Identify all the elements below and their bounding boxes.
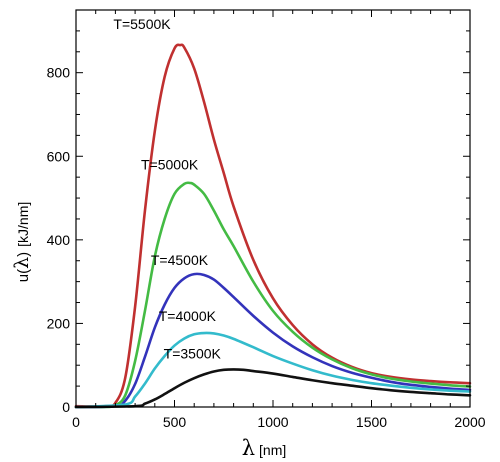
x-tick-label: 500 bbox=[163, 414, 187, 430]
series-line-t-3500k bbox=[74, 368, 472, 409]
series-label-t-3500k: T=3500K bbox=[164, 346, 222, 362]
x-axis-symbol: λ bbox=[242, 436, 255, 460]
series-label-t-4500k: T=4500K bbox=[151, 252, 209, 268]
y-axis-prefix: u( bbox=[15, 269, 32, 282]
x-tick-label: 0 bbox=[72, 414, 80, 430]
y-axis-label: u(λ) [kJ/nm] bbox=[11, 202, 33, 283]
series-label-t-5500k: T=5500K bbox=[113, 16, 171, 32]
series-label-t-4000k: T=4000K bbox=[159, 308, 217, 324]
series-curves bbox=[74, 43, 472, 409]
y-tick-label: 400 bbox=[47, 232, 71, 248]
y-axis-symbol: λ bbox=[11, 257, 33, 269]
series-line-t-5500k bbox=[74, 43, 472, 408]
series-line-t-4000k bbox=[74, 331, 472, 409]
plot-frame bbox=[75, 9, 471, 408]
series-labels: T=5500K T=5000K T=4500K T=4000K T=3500K bbox=[113, 16, 221, 362]
x-axis-unit: [nm] bbox=[259, 442, 286, 458]
y-tick-label: 200 bbox=[47, 315, 71, 331]
y-axis-unit: [kJ/nm] bbox=[15, 202, 31, 247]
x-axis-label: λ [nm] bbox=[242, 436, 287, 460]
y-axis-suffix: ) bbox=[15, 252, 32, 257]
x-tick-label: 2000 bbox=[454, 414, 485, 430]
series-line-t-5000k bbox=[74, 181, 472, 409]
y-axis-ticks: 0 200 400 600 800 bbox=[47, 9, 470, 415]
x-tick-label: 1500 bbox=[356, 414, 387, 430]
x-tick-label: 1000 bbox=[257, 414, 288, 430]
series-line-t-4500k bbox=[74, 272, 472, 409]
y-tick-label: 800 bbox=[47, 65, 71, 81]
series-label-t-5000k: T=5000K bbox=[141, 157, 199, 173]
y-tick-label: 0 bbox=[62, 399, 70, 415]
x-axis-ticks: 0 500 1000 1500 2000 bbox=[72, 10, 486, 430]
y-tick-label: 600 bbox=[47, 148, 71, 164]
